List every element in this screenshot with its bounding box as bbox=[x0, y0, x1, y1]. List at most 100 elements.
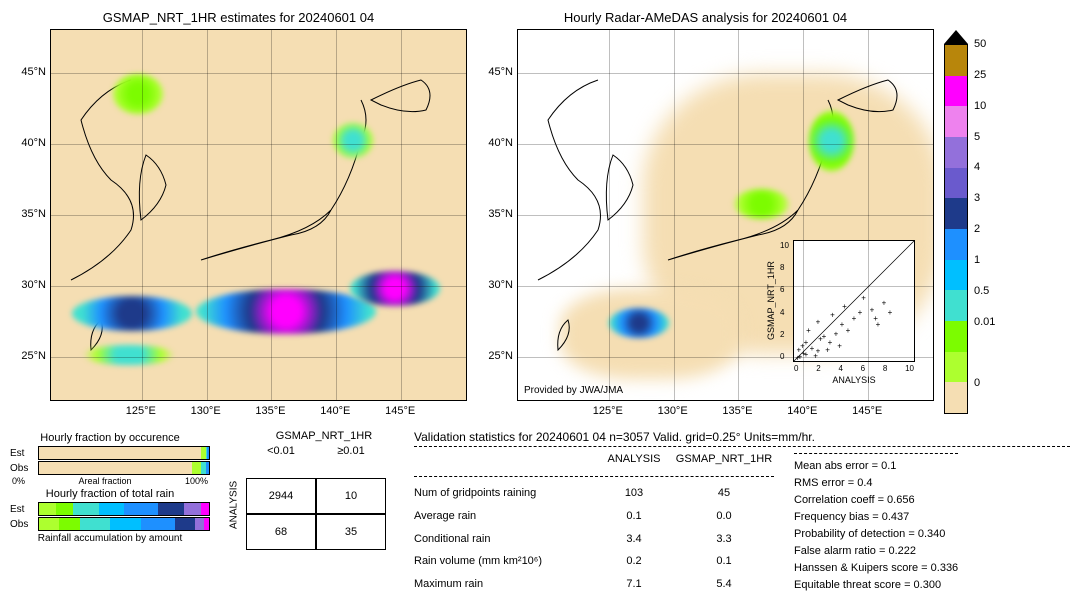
stats-title: Validation statistics for 20240601 04 n=… bbox=[414, 430, 1070, 444]
svg-text:+: + bbox=[825, 345, 830, 354]
colorbar-segment bbox=[944, 352, 968, 383]
svg-text:+: + bbox=[830, 311, 835, 320]
contingency-cell: 10 bbox=[316, 478, 386, 514]
lat-tick-label: 45°N bbox=[488, 66, 513, 78]
contingency-row-header: ANALYSIS bbox=[222, 460, 246, 550]
colorbar-segment bbox=[944, 76, 968, 107]
lon-tick-label: 140°E bbox=[320, 405, 350, 417]
occ-axis-mid: Areal fraction bbox=[78, 476, 131, 486]
contingency-cell bbox=[316, 460, 386, 478]
stats-metric: Frequency bias = 0.437 bbox=[794, 509, 958, 526]
fraction-bar-segment bbox=[141, 518, 175, 530]
fraction-bar-segment bbox=[207, 447, 209, 459]
svg-text:+: + bbox=[888, 308, 893, 317]
svg-text:+: + bbox=[834, 330, 839, 339]
fraction-bar-segment bbox=[39, 447, 201, 459]
svg-text:+: + bbox=[882, 299, 887, 308]
contingency-col-label: ≥0.01 bbox=[316, 442, 386, 460]
inset-xlabel: ANALYSIS bbox=[794, 375, 914, 385]
inset-scatter-points: ++++++++++++++++++++++++++++++ bbox=[794, 241, 914, 361]
fraction-bar-segment bbox=[73, 503, 99, 515]
fraction-bar-label: Est bbox=[10, 504, 38, 515]
fraction-bar-segment bbox=[124, 503, 158, 515]
fraction-bar-row: Obs bbox=[10, 461, 210, 475]
stats-table-header: ANALYSIS bbox=[594, 453, 674, 470]
colorbar-tick-label: 10 bbox=[974, 100, 986, 112]
stats-table-cell: 0.0 bbox=[674, 510, 774, 527]
stats-table-cell: 3.4 bbox=[594, 533, 674, 550]
lat-tick-label: 25°N bbox=[21, 350, 46, 362]
colorbar-segment bbox=[944, 198, 968, 229]
colorbar-segment bbox=[944, 137, 968, 168]
inset-ylabel: GSMAP_NRT_1HR bbox=[766, 241, 776, 361]
fraction-bar-segment bbox=[175, 518, 195, 530]
stats-metric: Mean abs error = 0.1 bbox=[794, 458, 958, 475]
colorbar-tick-label: 0.5 bbox=[974, 285, 989, 297]
fraction-bar-segment bbox=[80, 518, 111, 530]
stats-table-cell: 103 bbox=[594, 487, 674, 504]
stats-metric: Equitable threat score = 0.300 bbox=[794, 577, 958, 594]
contingency-col-label: <0.01 bbox=[246, 442, 316, 460]
stats-table-cell: Average rain bbox=[414, 510, 594, 527]
fraction-bar-segment bbox=[59, 518, 79, 530]
colorbar-tick-label: 4 bbox=[974, 161, 980, 173]
svg-text:+: + bbox=[840, 320, 845, 329]
left-map-panel: GSMAP_NRT_1HR estimates for 20240601 04 bbox=[10, 10, 467, 414]
stats-table-cell: Conditional rain bbox=[414, 533, 594, 550]
fraction-bar-row: Obs bbox=[10, 517, 210, 531]
colorbar-tip bbox=[944, 30, 968, 44]
fraction-bar-segment bbox=[195, 518, 204, 530]
svg-text:+: + bbox=[806, 326, 811, 335]
stats-divider-top bbox=[414, 446, 1070, 447]
fraction-bar-label: Est bbox=[10, 448, 38, 459]
colorbar-tick-label: 0.01 bbox=[974, 316, 995, 328]
occ-axis-right: 100% bbox=[185, 476, 208, 486]
svg-text:+: + bbox=[858, 308, 863, 317]
lon-tick-label: 140°E bbox=[787, 405, 817, 417]
lat-tick-label: 40°N bbox=[21, 137, 46, 149]
fraction-bar-segment bbox=[206, 462, 209, 474]
svg-text:+: + bbox=[804, 338, 809, 347]
stats-table-header: GSMAP_NRT_1HR bbox=[674, 453, 774, 470]
inset-scatter: ++++++++++++++++++++++++++++++ 0246810 0… bbox=[793, 240, 915, 362]
lon-tick-label: 130°E bbox=[658, 405, 688, 417]
right-map-panel: Hourly Radar-AMeDAS analysis for 2024060… bbox=[477, 10, 934, 414]
svg-text:+: + bbox=[816, 318, 821, 327]
colorbar-tick-label: 25 bbox=[974, 69, 986, 81]
totalrain-footer: Rainfall accumulation by amount bbox=[10, 533, 210, 544]
fraction-bar-segment bbox=[39, 503, 56, 515]
stats-table-cell: Num of gridpoints raining bbox=[414, 487, 594, 504]
lon-tick-label: 125°E bbox=[593, 405, 623, 417]
svg-text:+: + bbox=[852, 314, 857, 323]
colorbar-tick-label: 3 bbox=[974, 192, 980, 204]
fraction-bar-segment bbox=[192, 462, 201, 474]
stats-metric: Probability of detection = 0.340 bbox=[794, 526, 958, 543]
lat-tick-label: 25°N bbox=[488, 350, 513, 362]
colorbar-tick-label: 0 bbox=[974, 377, 980, 389]
occ-axis-left: 0% bbox=[12, 476, 25, 486]
stats-table-cell: 0.1 bbox=[594, 510, 674, 527]
fraction-bar-label: Obs bbox=[10, 519, 38, 530]
stats-metric: RMS error = 0.4 bbox=[794, 475, 958, 492]
fraction-bar-segment bbox=[39, 462, 192, 474]
lat-tick-label: 30°N bbox=[488, 279, 513, 291]
colorbar-tick-label: 1 bbox=[974, 254, 980, 266]
lon-tick-label: 130°E bbox=[191, 405, 221, 417]
svg-text:+: + bbox=[873, 314, 878, 323]
svg-text:+: + bbox=[796, 345, 801, 354]
left-map bbox=[50, 29, 467, 401]
contingency-panel: GSMAP_NRT_1HR <0.01≥0.01ANALYSIS29441068… bbox=[222, 430, 402, 594]
stats-table-header bbox=[414, 453, 594, 470]
stats-table-cell: 5.4 bbox=[674, 578, 774, 595]
right-map: Provided by JWA/JMA ++++++++++++++++++++… bbox=[517, 29, 934, 401]
fraction-bar-segment bbox=[204, 518, 209, 530]
lat-tick-label: 35°N bbox=[488, 208, 513, 220]
stats-panel: Validation statistics for 20240601 04 n=… bbox=[414, 430, 1070, 594]
stats-table: ANALYSISGSMAP_NRT_1HR Num of gridpoints r… bbox=[414, 453, 774, 594]
left-map-title: GSMAP_NRT_1HR estimates for 20240601 04 bbox=[10, 10, 467, 25]
totalrain-title: Hourly fraction of total rain bbox=[10, 488, 210, 500]
lat-tick-label: 40°N bbox=[488, 137, 513, 149]
fraction-bar-segment bbox=[99, 503, 125, 515]
fraction-bar-row: Est bbox=[10, 502, 210, 516]
lon-tick-label: 135°E bbox=[255, 405, 285, 417]
